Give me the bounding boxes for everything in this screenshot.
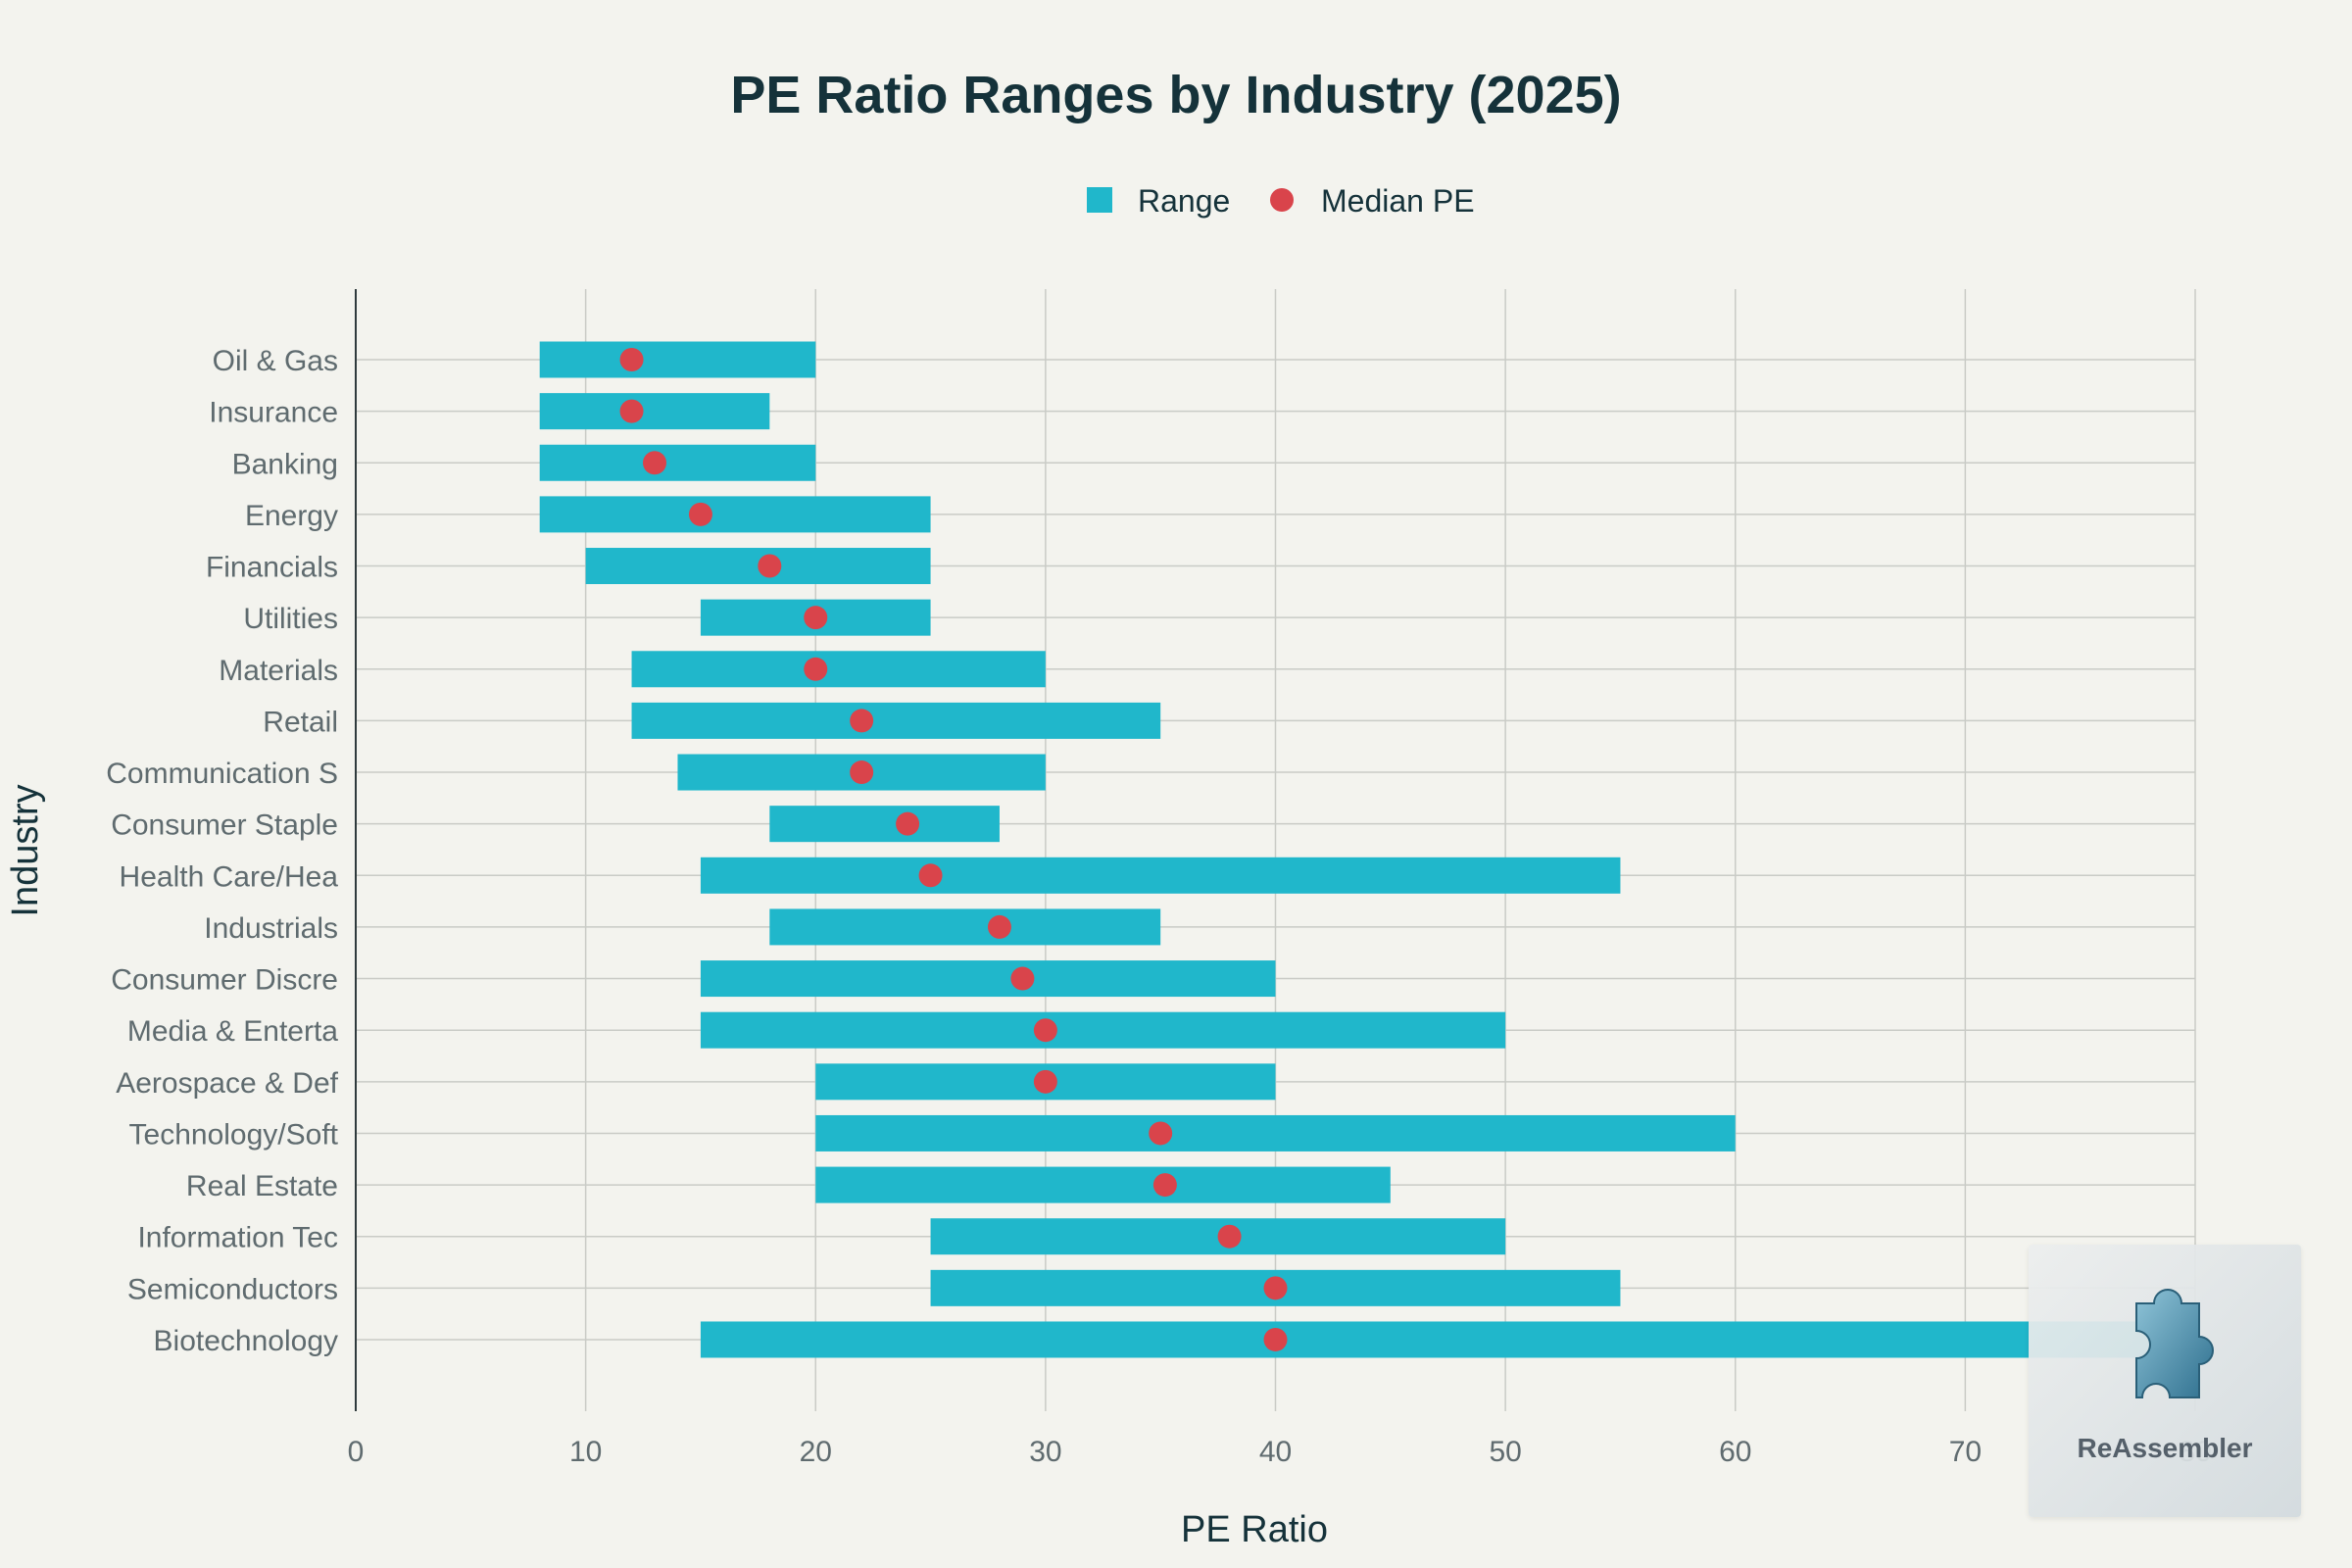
range-bars bbox=[539, 341, 2195, 1358]
y-tick-label: Media & Enterta bbox=[127, 1015, 338, 1048]
median-marker bbox=[643, 451, 667, 475]
y-tick-label: Financials bbox=[206, 552, 338, 584]
range-bar bbox=[539, 496, 931, 533]
median-marker bbox=[918, 863, 943, 888]
median-markers bbox=[619, 348, 1288, 1351]
range-bar bbox=[539, 393, 770, 430]
median-marker bbox=[758, 554, 782, 578]
range-bar bbox=[815, 1114, 1736, 1152]
median-marker bbox=[1010, 966, 1035, 991]
range-bar bbox=[631, 702, 1161, 739]
y-tick-label: Semiconductors bbox=[127, 1273, 338, 1305]
y-tick-label: Retail bbox=[263, 706, 338, 738]
median-marker bbox=[1033, 1018, 1057, 1043]
x-tick-label: 10 bbox=[569, 1436, 602, 1468]
range-bar bbox=[539, 341, 816, 378]
y-tick-label: Biotechnology bbox=[154, 1325, 338, 1357]
range-bar bbox=[769, 908, 1161, 946]
median-marker bbox=[1217, 1224, 1242, 1249]
median-marker bbox=[804, 606, 828, 630]
legend: Range Median PE bbox=[1087, 183, 1475, 219]
range-bar bbox=[700, 1011, 1506, 1049]
range-bar bbox=[769, 806, 1000, 843]
median-marker bbox=[804, 657, 828, 681]
y-axis-title: Industry bbox=[5, 784, 46, 916]
median-marker bbox=[619, 348, 644, 371]
y-tick-label: Energy bbox=[245, 500, 338, 532]
watermark-text: ReAssembler bbox=[2077, 1433, 2253, 1463]
y-tick-label: Real Estate bbox=[186, 1170, 338, 1202]
y-tick-label: Oil & Gas bbox=[213, 345, 338, 377]
median-marker bbox=[850, 709, 874, 733]
median-marker bbox=[1152, 1173, 1177, 1198]
x-tick-label: 0 bbox=[348, 1436, 365, 1468]
x-tick-label: 30 bbox=[1029, 1436, 1061, 1468]
median-marker bbox=[850, 760, 874, 785]
range-bar bbox=[815, 1166, 1391, 1203]
median-marker bbox=[619, 399, 644, 423]
y-tick-label: Technology/Soft bbox=[129, 1118, 339, 1151]
legend-median-swatch bbox=[1270, 188, 1294, 212]
range-bar bbox=[539, 444, 816, 481]
x-tick-label: 40 bbox=[1259, 1436, 1292, 1468]
y-tick-label: Materials bbox=[219, 655, 338, 687]
y-tick-label: Consumer Discre bbox=[111, 964, 338, 997]
x-tick-label: 20 bbox=[800, 1436, 832, 1468]
chart-title: PE Ratio Ranges by Industry (2025) bbox=[730, 66, 1621, 124]
y-tick-label: Consumer Staple bbox=[111, 809, 338, 842]
y-tick-label: Information Tec bbox=[137, 1222, 338, 1254]
range-bar bbox=[700, 960, 1276, 998]
watermark-logo: ReAssembler bbox=[2029, 1245, 2301, 1517]
median-marker bbox=[1263, 1276, 1288, 1300]
y-tick-label: Utilities bbox=[243, 603, 338, 635]
y-tick-label: Communication S bbox=[106, 758, 338, 790]
legend-range-swatch bbox=[1087, 187, 1112, 213]
x-tick-label: 70 bbox=[1949, 1436, 1982, 1468]
range-bar bbox=[631, 651, 1046, 688]
median-marker bbox=[1149, 1121, 1173, 1146]
median-marker bbox=[896, 811, 920, 836]
legend-median-label: Median PE bbox=[1321, 183, 1475, 219]
y-axis-tick-labels: Oil & Gas Insurance Banking Energy Financial… bbox=[106, 345, 338, 1357]
y-tick-label: Health Care/Hea bbox=[120, 860, 339, 893]
y-tick-label: Aerospace & Def bbox=[116, 1067, 338, 1100]
y-tick-label: Insurance bbox=[209, 397, 338, 429]
median-marker bbox=[1033, 1069, 1057, 1094]
median-marker bbox=[987, 914, 1011, 939]
x-axis-title: PE Ratio bbox=[1181, 1509, 1328, 1550]
y-tick-label: Banking bbox=[232, 448, 338, 480]
puzzle-piece-icon bbox=[2135, 1289, 2214, 1398]
range-bar bbox=[700, 1321, 2195, 1358]
x-tick-label: 60 bbox=[1719, 1436, 1751, 1468]
median-marker bbox=[1263, 1327, 1288, 1351]
y-tick-label: Industrials bbox=[204, 912, 338, 945]
x-tick-label: 50 bbox=[1489, 1436, 1521, 1468]
x-axis-tick-labels: 01020304050607080 bbox=[348, 1436, 2212, 1468]
median-marker bbox=[688, 502, 712, 526]
range-bar bbox=[700, 857, 1621, 894]
legend-range-label: Range bbox=[1138, 183, 1230, 219]
